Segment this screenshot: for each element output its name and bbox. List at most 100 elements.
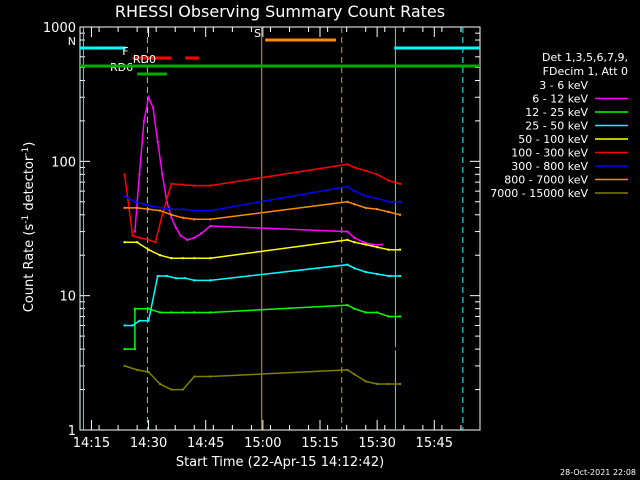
y-tick-label: 100 [51, 155, 76, 170]
series-point [174, 276, 178, 280]
legend-entry-label: 100 - 300 keV [511, 147, 588, 160]
series-point [131, 324, 134, 327]
x-tick-label: 15:45 [416, 436, 453, 451]
series-point [193, 279, 196, 282]
series-point [193, 218, 196, 221]
series-point [353, 373, 356, 376]
series-point [170, 182, 173, 186]
series-point [140, 166, 143, 169]
flag-label: S [254, 27, 261, 40]
series-point [147, 307, 150, 310]
series-point [135, 368, 139, 372]
series-point [147, 248, 150, 251]
x-tick-label: 15:30 [358, 436, 395, 451]
series-point [151, 106, 155, 110]
series-point [364, 169, 367, 173]
series-point [161, 195, 164, 198]
series-point [123, 347, 126, 351]
series-point [151, 205, 155, 208]
data-series [123, 94, 402, 391]
series-point [387, 334, 390, 338]
series-point [375, 272, 379, 276]
series-point [161, 173, 164, 176]
series-point [346, 163, 349, 166]
series-point [156, 140, 159, 143]
series-point [353, 236, 356, 239]
series-line [124, 263, 400, 327]
series-point [133, 230, 137, 233]
series-point [123, 173, 126, 176]
series-point [123, 364, 126, 368]
x-tick-label: 15:00 [244, 436, 281, 451]
vertical-markers [82, 27, 464, 430]
y-axis-label: Count Rate (s-1 detector-1) [21, 142, 37, 313]
series-point [183, 276, 187, 280]
series-point [151, 154, 155, 157]
series-point [183, 212, 187, 215]
series-point [346, 263, 349, 266]
series-point [193, 311, 196, 314]
series-line [124, 365, 400, 391]
series-point [375, 245, 379, 249]
series-point [375, 197, 379, 200]
series-point [375, 382, 379, 386]
series-point [353, 241, 356, 244]
series-point [375, 311, 379, 314]
series-point [364, 195, 367, 198]
series-point [398, 182, 402, 186]
series-point [158, 254, 162, 257]
series-point [174, 226, 178, 230]
series-point [170, 208, 173, 211]
legend-header: FDecim 1, Att 0 [543, 65, 628, 78]
series-point [353, 267, 356, 270]
series-point [209, 257, 212, 260]
y-tick-label: 1 [68, 424, 76, 439]
series-point [364, 206, 367, 210]
legend-entry-label: 25 - 50 keV [525, 120, 588, 133]
series-point [346, 230, 349, 233]
legend-entry-label: 800 - 7000 keV [504, 174, 588, 187]
series-point [375, 208, 379, 211]
x-tick-label: 14:45 [187, 436, 224, 451]
series-point [161, 206, 164, 210]
x-axis-label: Start Time (22-Apr-15 14:12:42) [176, 455, 384, 470]
series-point [193, 236, 196, 239]
series-point [202, 213, 205, 216]
series-point [387, 274, 390, 278]
series-point [362, 223, 365, 226]
series-point [364, 311, 367, 314]
flag-label: F [122, 45, 128, 58]
flag-label: N [68, 35, 76, 48]
series-point [209, 279, 212, 282]
series-point [394, 347, 397, 351]
series-point [123, 195, 126, 198]
series-point [364, 270, 367, 274]
series-point [375, 173, 379, 176]
series-point [181, 216, 185, 219]
series-point [170, 388, 173, 391]
series-point [123, 329, 126, 332]
series-point [364, 243, 367, 246]
series-point [387, 248, 390, 251]
series-point [398, 200, 402, 203]
series-point [170, 257, 173, 260]
series-point [147, 140, 150, 143]
series-point [133, 307, 137, 310]
series-point [209, 375, 212, 378]
series-point [158, 311, 162, 314]
series-point [170, 216, 173, 219]
flag-label: RD0 [133, 53, 156, 66]
series-point [353, 166, 356, 169]
series-point [123, 241, 126, 244]
series-point [170, 213, 173, 216]
series-point [123, 324, 126, 327]
series-point [135, 241, 139, 244]
series-point [156, 274, 159, 278]
series-point [398, 315, 402, 318]
series-point [133, 347, 137, 351]
legend-entry-label: 12 - 25 keV [525, 106, 588, 119]
series-point [346, 303, 349, 307]
series-point [165, 274, 169, 278]
series-point [209, 184, 212, 187]
